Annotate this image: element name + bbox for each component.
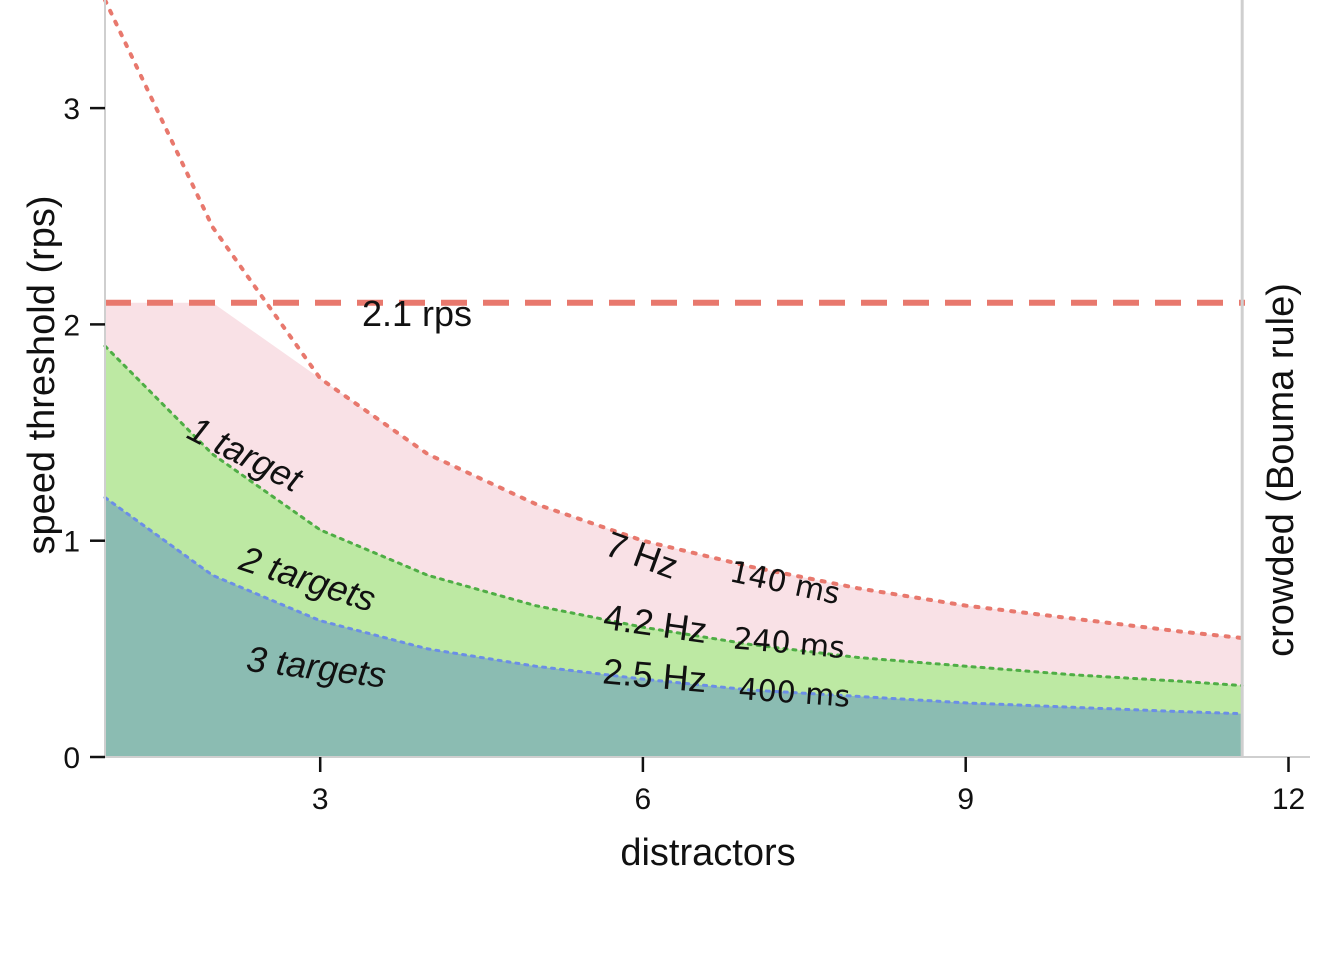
data-point-s2-1 [211, 453, 214, 456]
data-point-s1-4 [534, 503, 537, 505]
y-axis-title: speed threshold (rps) [21, 195, 63, 554]
data-point-s3-1 [211, 574, 214, 577]
data-point-s2-2 [319, 529, 322, 531]
line-series-2 [103, 344, 1244, 688]
data-point-s3-10 [1180, 710, 1182, 713]
data-point-s1-8 [964, 604, 967, 607]
line-series-3 [103, 496, 1244, 716]
data-point-s2-4 [534, 604, 537, 607]
data-point-s2-6 [749, 643, 752, 646]
x-tick-label-6: 6 [635, 783, 652, 816]
data-point-s3-9 [1072, 706, 1075, 709]
data-point-s3-6 [749, 689, 752, 691]
x-tick-label-12: 12 [1272, 783, 1305, 816]
data-point-s1-2 [319, 377, 322, 380]
data-point-s2-9 [1072, 674, 1075, 676]
area-series-3 [105, 497, 1243, 757]
y-tick-label-3: 3 [63, 93, 80, 126]
line-series-1 [103, 0, 1245, 640]
data-point-s1-7 [857, 587, 859, 590]
vertical-line-label: crowded (Bouma rule) [1260, 283, 1302, 657]
data-point-s2-10 [1180, 680, 1182, 683]
data-point-s3-4 [534, 665, 537, 667]
data-point-s3-8 [964, 702, 967, 704]
data-point-s1-10 [1180, 630, 1182, 633]
reference-lines [105, 0, 1245, 757]
data-point-s3-5 [642, 678, 644, 680]
x-tick-label-9: 9 [957, 783, 974, 816]
data-point-s3-2 [319, 619, 322, 622]
data-point-s2-3 [427, 574, 429, 577]
annotation-ms400: 400 ms [737, 672, 851, 715]
y-tick-label-0: 0 [63, 742, 80, 775]
ceiling-label: 2.1 rps [362, 293, 472, 334]
x-tick-label-3: 3 [312, 783, 329, 816]
data-point-s1-9 [1072, 617, 1075, 620]
axes [104, 0, 1310, 758]
data-point-s2-8 [964, 665, 967, 667]
data-point-s3-7 [857, 695, 859, 698]
y-tick-label-2: 2 [63, 309, 80, 342]
data-point-s1-5 [642, 539, 644, 542]
data-point-s3-3 [427, 648, 429, 650]
y-tick-label-1: 1 [63, 526, 80, 559]
x-axis-title: distractors [620, 832, 795, 874]
annotation-hz25: 2.5 Hz [601, 650, 708, 700]
data-point-s1-6 [749, 565, 752, 568]
curve-layer [103, 0, 1245, 716]
data-point-s2-5 [642, 626, 644, 628]
area-layer [105, 302, 1243, 757]
data-point-s2-7 [857, 656, 859, 659]
data-point-s1-3 [427, 453, 429, 456]
